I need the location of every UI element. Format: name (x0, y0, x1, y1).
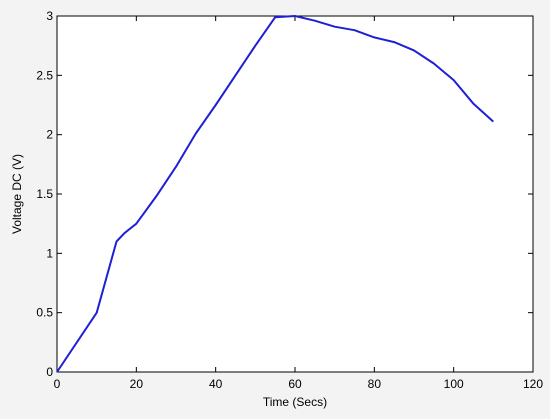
y-tick-label: 2 (46, 128, 53, 142)
y-tick-label: 0 (46, 365, 53, 379)
x-tick-label: 20 (130, 377, 144, 391)
x-axis-title: Time (Secs) (263, 395, 327, 409)
plot-area (56, 15, 534, 373)
x-tick-label: 60 (288, 377, 302, 391)
voltage-series-line (56, 15, 494, 373)
y-tick-label: 3 (46, 9, 53, 23)
y-tick-label: 0.5 (36, 306, 53, 320)
x-tick-label: 100 (444, 377, 464, 391)
x-tick-label: 40 (209, 377, 223, 391)
y-tick-label: 2.5 (36, 68, 53, 82)
x-tick-label: 120 (523, 377, 543, 391)
x-tick-label: 80 (368, 377, 382, 391)
y-axis-title: Voltage DC (V) (10, 154, 24, 234)
y-tick-label: 1.5 (36, 187, 53, 201)
y-tick-label: 1 (46, 246, 53, 260)
x-tick-label: 0 (54, 377, 61, 391)
